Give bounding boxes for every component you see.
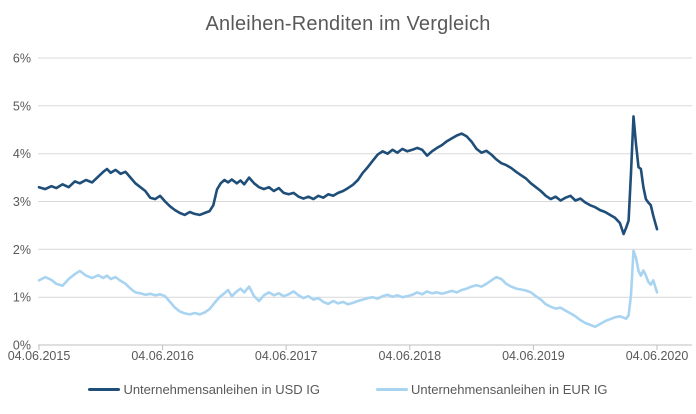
y-tick-label: 0% [13, 339, 31, 353]
plot-area: 0% 1% 2% 3% 4% 5% 6% 04.06.2015 04.06.2016 04.06.… [8, 52, 692, 363]
x-tick-label: 04.06.2019 [502, 349, 565, 363]
y-tick-label: 6% [13, 52, 31, 66]
usd-series-line [37, 115, 659, 236]
y-tick-label: 1% [13, 291, 31, 305]
usd-line-swatch-icon [88, 387, 121, 392]
x-tick-label: 04.06.2017 [255, 349, 318, 363]
y-tick-label: 3% [13, 195, 31, 209]
legend-label-usd: Unternehmensanleihen in USD IG [123, 382, 320, 397]
x-tick-label: 04.06.2018 [379, 349, 442, 363]
eur-line-swatch-icon [376, 387, 408, 392]
x-tick-label: 04.06.2015 [8, 349, 71, 363]
legend-label-eur: Unternehmensanleihen in EUR IG [411, 382, 608, 397]
legend-item-usd: Unternehmensanleihen in USD IG [88, 382, 320, 397]
x-tick-label: 04.06.2016 [131, 349, 194, 363]
legend: Unternehmensanleihen in USD IG Unternehm… [0, 382, 696, 397]
eur-series-line [37, 249, 659, 329]
x-tick-label: 04.06.2020 [626, 349, 689, 363]
y-tick-label: 2% [13, 243, 31, 257]
chart-title: Anleihen-Renditen im Vergleich [205, 13, 491, 35]
y-tick-label: 4% [13, 147, 31, 161]
legend-item-eur: Unternehmensanleihen in EUR IG [376, 382, 608, 397]
y-tick-label: 5% [13, 99, 31, 113]
